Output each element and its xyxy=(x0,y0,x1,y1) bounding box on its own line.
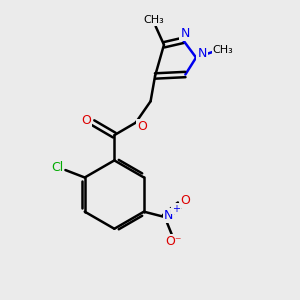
Text: CH₃: CH₃ xyxy=(144,15,164,25)
Text: O: O xyxy=(82,114,91,127)
Text: N: N xyxy=(197,47,207,61)
Text: O: O xyxy=(181,194,190,208)
Text: O: O xyxy=(137,120,147,133)
Text: CH₃: CH₃ xyxy=(212,44,233,55)
Text: N: N xyxy=(164,209,173,222)
Text: O⁻: O⁻ xyxy=(165,236,182,248)
Text: Cl: Cl xyxy=(51,161,63,174)
Text: N: N xyxy=(180,27,190,40)
Text: +: + xyxy=(172,204,180,214)
